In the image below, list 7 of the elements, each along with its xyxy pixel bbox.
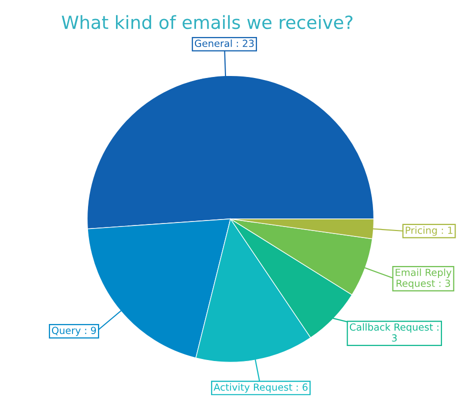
slice-label: Email Reply Request : 3	[396, 268, 452, 289]
slice-label: Pricing : 1	[406, 226, 452, 236]
slice-label: Activity Request : 6	[214, 383, 308, 393]
chart-title: What kind of emails we receive?	[62, 15, 352, 30]
slice-label: General : 23	[194, 40, 254, 48]
slice-label: Callback Request : 3	[350, 323, 438, 342]
slice-label: Query : 9	[52, 326, 96, 336]
